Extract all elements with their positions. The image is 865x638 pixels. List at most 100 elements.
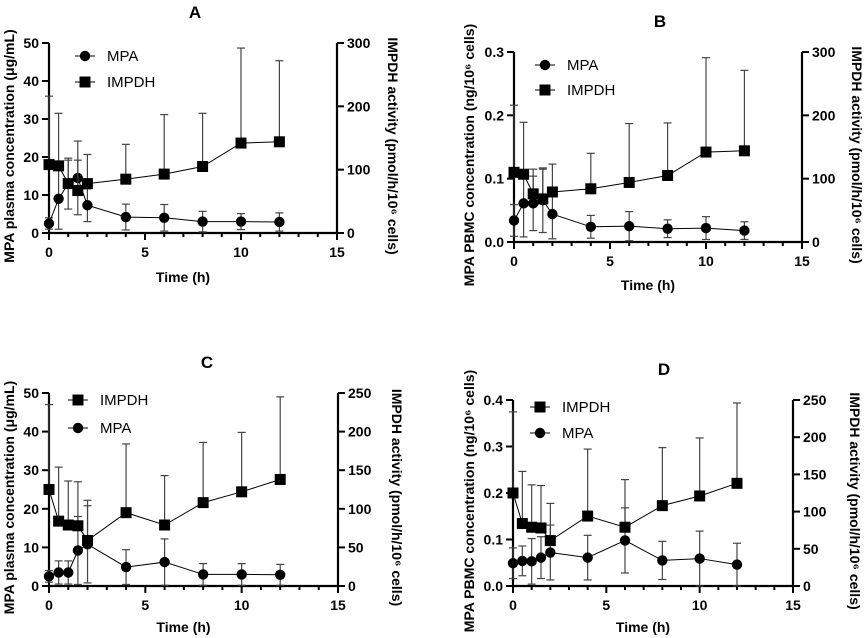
mpa-point	[43, 571, 55, 582]
mpa-point	[517, 555, 528, 567]
mpa-point	[526, 556, 537, 567]
x-tick-label: 0	[45, 244, 53, 260]
mpa-point	[739, 225, 750, 236]
y2-tick-label: 300	[812, 44, 836, 60]
x-tick-label: 5	[141, 244, 149, 260]
mpa-point	[82, 200, 93, 211]
mpa-point	[72, 545, 84, 556]
mpa-point	[120, 211, 131, 223]
mpa-point	[197, 216, 208, 227]
mpa-point	[274, 216, 285, 228]
impdh-point	[43, 159, 55, 171]
mpa-point	[657, 555, 668, 566]
impdh-point	[507, 487, 519, 499]
legend-label: IMPDH	[100, 392, 148, 409]
legend: IMPDH MPA	[530, 399, 610, 442]
mpa-point	[235, 216, 247, 227]
left-y-axis-label: MPA PBMC concentration (ng/10⁶ cells)	[461, 24, 477, 286]
mpa-point	[518, 198, 529, 209]
x-axis-label: Time (h)	[621, 277, 675, 293]
x-tick-label: 0	[510, 253, 518, 269]
x-tick-label: 15	[785, 597, 801, 613]
impdh-point	[120, 173, 132, 185]
x-axis-label: Time (h)	[156, 269, 210, 285]
y-tick-label: 20	[23, 149, 39, 165]
impdh-point	[537, 193, 549, 205]
legend-mpa-marker	[539, 59, 551, 71]
legend-impdh-marker	[72, 394, 84, 406]
mpa-point	[545, 547, 556, 558]
impdh-point	[585, 183, 597, 195]
legend-label: IMPDH	[107, 74, 155, 91]
mpa-point	[624, 220, 635, 232]
mpa-point	[43, 218, 55, 229]
right-y-axis-label: IMPDH activity (pmol/h/10⁶ cells)	[389, 389, 405, 606]
y-tick-label: 0.4	[484, 392, 504, 408]
impdh-point	[81, 178, 93, 190]
x-tick-label: 10	[233, 244, 249, 260]
series-impdh	[43, 47, 285, 197]
y-tick-label: 50	[23, 385, 39, 401]
y2-tick-label: 0	[348, 578, 356, 594]
legend-impdh-marker	[79, 76, 91, 88]
legend-label: MPA	[100, 420, 131, 437]
mpa-point	[159, 212, 170, 223]
legend: MPA IMPDH	[535, 57, 615, 99]
y2-tick-label: 50	[348, 539, 364, 555]
series-line	[48, 177, 280, 224]
mpa-point	[619, 535, 631, 546]
left-y-axis-label: MPA PBMC concentration (ng/10⁶ cells)	[461, 370, 477, 632]
y2-tick-label: 0	[803, 578, 811, 594]
x-tick-label: 5	[602, 597, 610, 613]
y2-tick-label: 250	[348, 385, 372, 401]
y-tick-label: 50	[23, 35, 39, 51]
impdh-point	[235, 137, 247, 149]
impdh-point	[518, 168, 530, 180]
series-mpa	[507, 507, 743, 587]
x-tick-label: 0	[45, 597, 53, 613]
mpa-point	[731, 559, 743, 570]
legend: MPA IMPDH	[75, 48, 155, 91]
right-y-axis-label: IMPDH activity (pmol/h/10⁶ cells)	[849, 46, 865, 263]
legend-label: IMPDH	[562, 399, 610, 416]
legend-label: MPA	[562, 425, 593, 442]
y-tick-label: 40	[23, 73, 39, 89]
y2-tick-label: 200	[347, 98, 371, 114]
y2-tick-label: 250	[803, 392, 827, 408]
impdh-point	[582, 510, 594, 522]
y2-tick-label: 150	[348, 462, 372, 478]
series-impdh	[507, 402, 743, 547]
series-impdh	[43, 396, 286, 546]
y2-tick-label: 50	[803, 541, 819, 557]
impdh-point	[62, 178, 74, 190]
mpa-point	[275, 569, 286, 581]
mpa-point	[585, 221, 596, 232]
y-tick-label: 30	[23, 111, 39, 127]
x-tick-label: 10	[234, 597, 250, 613]
legend-label: IMPDH	[567, 82, 615, 99]
x-tick-label: 0	[509, 597, 517, 613]
impdh-point	[158, 168, 170, 180]
impdh-point	[731, 477, 743, 489]
mpa-point	[63, 567, 74, 578]
legend-mpa-marker	[534, 427, 546, 439]
mpa-point	[53, 193, 64, 204]
panel-b: B 0 5 10 15 0.0 0.1 0.2 0.3 0 100 200 300 Time (h) MPA…	[461, 12, 865, 293]
y2-tick-label: 150	[803, 466, 827, 482]
y2-tick-label: 300	[347, 35, 371, 51]
impdh-point	[656, 500, 668, 512]
impdh-point	[82, 534, 94, 546]
mpa-point	[528, 198, 539, 209]
y-tick-label: 0.3	[484, 439, 504, 455]
x-tick-label: 5	[606, 253, 614, 269]
impdh-point	[546, 186, 558, 198]
impdh-point	[197, 497, 209, 509]
y-tick-label: 0	[31, 225, 39, 241]
panel-d: D 0 5 10 15 0.0 0.1 0.2 0.3 0.4 0 50 100 150 200 250 Tim…	[461, 360, 863, 635]
x-tick-label: 10	[692, 597, 708, 613]
y2-tick-label: 100	[347, 162, 371, 178]
impdh-point	[700, 146, 712, 158]
mpa-point	[535, 552, 547, 563]
